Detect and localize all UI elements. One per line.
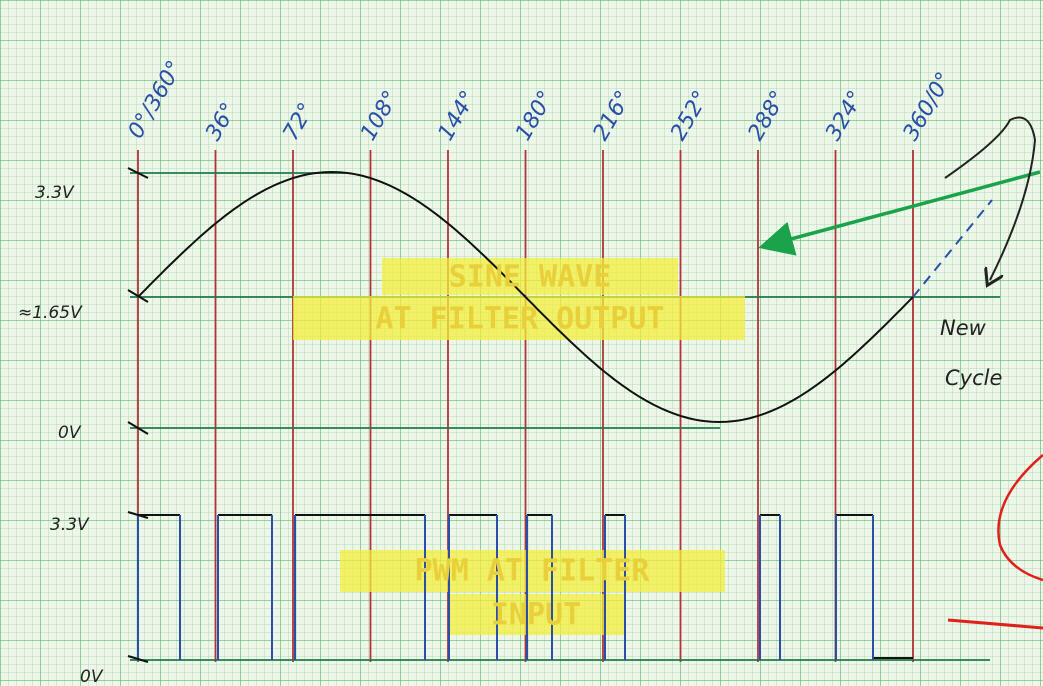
title: INPUT	[491, 598, 581, 633]
title: PWM AT FILTER	[415, 554, 651, 589]
red-mark	[997, 454, 1043, 582]
note: Cycle	[945, 366, 1002, 390]
highlight	[293, 296, 745, 340]
cycle-arrow	[944, 116, 1037, 281]
highlight	[340, 550, 725, 592]
highlight	[448, 594, 625, 635]
level-label: 0V	[58, 423, 82, 443]
level-label: 0V	[80, 667, 104, 686]
level-label: 3.3V	[50, 515, 90, 535]
level-ticks	[127, 167, 149, 663]
pwm-edges	[137, 515, 874, 660]
title: SINE WAVE	[449, 260, 612, 295]
pointer-arrow	[758, 170, 1041, 256]
highlight	[382, 258, 678, 295]
level-label: ≈1.65V	[18, 303, 83, 323]
title: AT FILTER OUTPUT	[376, 302, 665, 337]
level-label: 3.3V	[35, 183, 75, 203]
sine-wave	[137, 170, 914, 424]
dashed-continuation	[912, 199, 993, 298]
red-mark	[947, 618, 1043, 630]
note: New	[940, 316, 987, 340]
pwm-high	[138, 514, 913, 659]
